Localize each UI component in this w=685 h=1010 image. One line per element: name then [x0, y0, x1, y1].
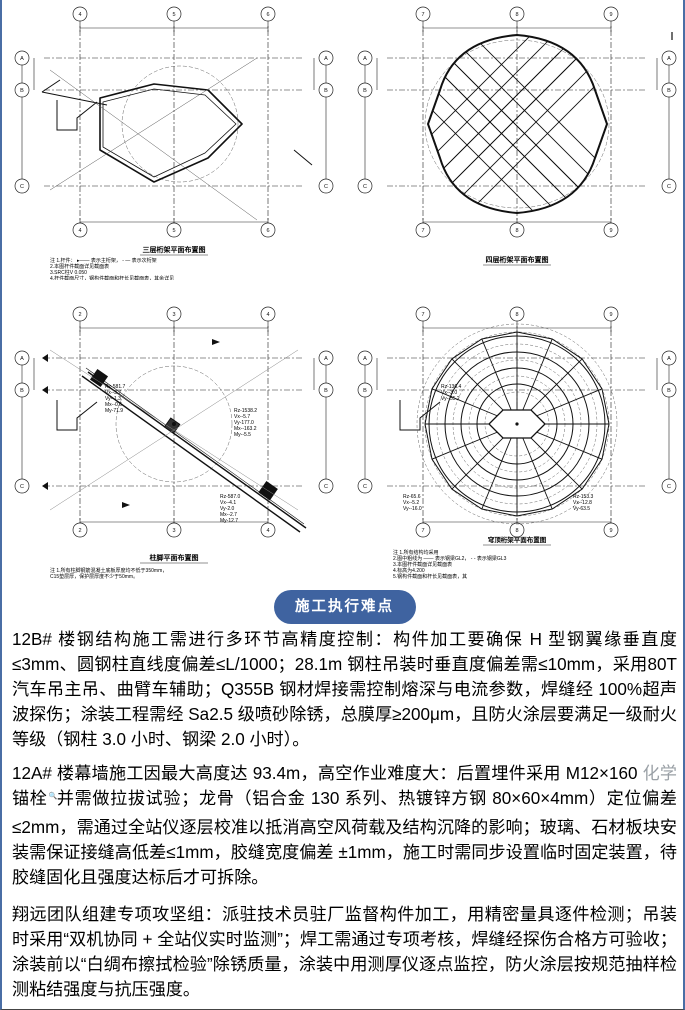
svg-text:8: 8	[515, 528, 518, 534]
svg-text:C: C	[363, 184, 367, 190]
svg-text:B: B	[324, 388, 328, 394]
svg-text:6: 6	[266, 12, 269, 18]
svg-text:9: 9	[609, 12, 612, 18]
svg-text:8: 8	[515, 228, 518, 234]
svg-text:9: 9	[609, 228, 612, 234]
svg-text:注 1.杆件： ▸—— 表示主桁架， - — 表示次桁: 注 1.杆件： ▸—— 表示主桁架， - — 表示次桁架	[50, 257, 157, 264]
svg-text:2.图中粗线为 —— 表示钢梁GL2， - - 表示钢梁G: 2.图中粗线为 —— 表示钢梁GL2， - - 表示钢梁GL3	[393, 555, 507, 562]
svg-text:C: C	[324, 484, 328, 490]
svg-text:My-12.7: My-12.7	[220, 518, 238, 524]
svg-text:A: A	[363, 356, 367, 362]
svg-text:B: B	[20, 88, 24, 94]
svg-text:Vy-63.5: Vy-63.5	[573, 506, 590, 512]
svg-text:A: A	[20, 56, 24, 62]
svg-text:Vy--55.2: Vy--55.2	[441, 396, 460, 402]
svg-text:3: 3	[172, 528, 175, 534]
svg-text:A: A	[324, 56, 328, 62]
svg-text:7: 7	[421, 12, 424, 18]
svg-text:A: A	[667, 56, 671, 62]
svg-text:B: B	[363, 388, 367, 394]
svg-text:A: A	[324, 356, 328, 362]
svg-text:A: A	[363, 56, 367, 62]
svg-text:C: C	[20, 484, 24, 490]
svg-text:4.标高为4.200: 4.标高为4.200	[393, 567, 425, 574]
svg-text:2: 2	[78, 528, 81, 534]
svg-text:注 1.所有结构均采用: 注 1.所有结构均采用	[393, 549, 439, 556]
svg-text:5: 5	[172, 228, 175, 234]
svg-text:8: 8	[515, 312, 518, 318]
svg-text:9: 9	[609, 312, 612, 318]
svg-text:9: 9	[609, 528, 612, 534]
svg-text:5.钢构件截面和杆长见截面表，其: 5.钢构件截面和杆长见截面表，其	[393, 573, 467, 580]
svg-text:8: 8	[515, 12, 518, 18]
svg-text:四层桁架平面布置图: 四层桁架平面布置图	[486, 255, 549, 264]
svg-text:4: 4	[78, 12, 81, 18]
svg-text:My-71.9: My-71.9	[105, 408, 123, 414]
svg-text:7: 7	[421, 528, 424, 534]
svg-text:C15垫层厚，保护层厚度不少于50mm。: C15垫层厚，保护层厚度不少于50mm。	[50, 573, 138, 580]
svg-text:B: B	[667, 388, 671, 394]
svg-text:5: 5	[172, 12, 175, 18]
svg-text:柱脚平面布置图: 柱脚平面布置图	[150, 553, 199, 562]
svg-text:穹顶桁架平面布置图: 穹顶桁架平面布置图	[488, 535, 547, 544]
svg-text:三层桁架平面布置图: 三层桁架平面布置图	[143, 245, 206, 254]
svg-text:B: B	[363, 88, 367, 94]
svg-text:4: 4	[266, 312, 269, 318]
svg-text:B: B	[667, 88, 671, 94]
svg-text:4: 4	[266, 528, 269, 534]
svg-text:Vy--16.0: Vy--16.0	[403, 506, 422, 512]
svg-text:2: 2	[78, 312, 81, 318]
svg-text:7: 7	[421, 228, 424, 234]
svg-text:2.本图杆件截面详见截面表: 2.本图杆件截面详见截面表	[50, 263, 109, 270]
svg-text:C: C	[667, 184, 671, 190]
svg-text:3: 3	[172, 312, 175, 318]
svg-text:A: A	[20, 356, 24, 362]
svg-text:A: A	[667, 356, 671, 362]
svg-text:3.SRC柱V 0.050: 3.SRC柱V 0.050	[50, 269, 87, 276]
svg-text:3.本图杆件截面详见截面表: 3.本图杆件截面详见截面表	[393, 561, 452, 568]
svg-text:B: B	[324, 88, 328, 94]
svg-text:6: 6	[266, 228, 269, 234]
svg-text:B: B	[20, 388, 24, 394]
svg-text:C: C	[324, 184, 328, 190]
svg-text:C: C	[20, 184, 24, 190]
svg-text:C: C	[363, 484, 367, 490]
svg-text:注 1.所有柱脚钢筋混凝土底板厚度均不低于350mm，: 注 1.所有柱脚钢筋混凝土底板厚度均不低于350mm，	[50, 567, 167, 574]
svg-text:C: C	[667, 484, 671, 490]
svg-text:4: 4	[78, 228, 81, 234]
svg-text:7: 7	[421, 312, 424, 318]
svg-text:My--5.5: My--5.5	[234, 432, 251, 438]
